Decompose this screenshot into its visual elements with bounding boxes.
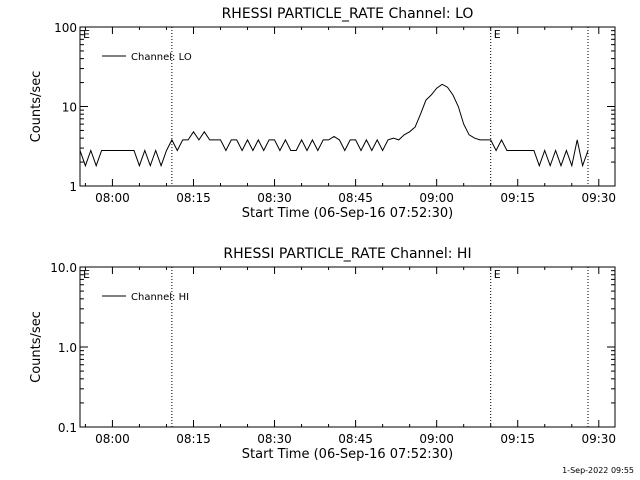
x-axis-label: Start Time (06-Sep-16 07:52:30) xyxy=(242,447,453,462)
x-tick-label: 08:45 xyxy=(338,191,373,205)
x-tick-label: 09:15 xyxy=(500,432,535,446)
y-tick-label: 1.0 xyxy=(58,341,77,355)
x-tick-label: 08:45 xyxy=(338,432,373,446)
y-tick-label: 1 xyxy=(69,180,77,194)
footer-timestamp: 1-Sep-2022 09:55 xyxy=(562,466,634,475)
event-flag-label: E xyxy=(494,28,501,41)
series-line-1 xyxy=(79,83,589,168)
event-flag-label: E xyxy=(494,268,501,281)
chart-title-2: RHESSI PARTICLE_RATE Channel: HI xyxy=(223,246,471,262)
legend-entry: Channel: LO xyxy=(131,52,192,63)
y-axis-label: Counts/sec xyxy=(29,311,44,383)
x-tick-label: 09:00 xyxy=(419,191,454,205)
x-tick-label: 09:15 xyxy=(500,191,535,205)
event-flag-label: E xyxy=(83,28,90,41)
x-tick-label: 08:15 xyxy=(176,432,211,446)
y-tick-label: 100 xyxy=(54,21,77,35)
x-tick-label: 08:00 xyxy=(95,432,130,446)
x-tick-label: 08:30 xyxy=(257,432,292,446)
x-tick-label: 09:30 xyxy=(581,191,616,205)
x-tick-label: 09:30 xyxy=(581,432,616,446)
chart-title-1: RHESSI PARTICLE_RATE Channel: LO xyxy=(222,6,474,22)
y-tick-label: 10 xyxy=(62,101,77,115)
x-tick-label: 08:00 xyxy=(95,191,130,205)
legend-entry: Channel: HI xyxy=(131,292,189,303)
y-axis-label: Counts/sec xyxy=(29,71,44,143)
x-tick-label: 08:15 xyxy=(176,191,211,205)
y-tick-label: 0.1 xyxy=(58,421,77,435)
x-tick-label: 08:30 xyxy=(257,191,292,205)
plot-frame-2 xyxy=(79,266,616,428)
x-tick-label: 09:00 xyxy=(419,432,454,446)
x-axis-label: Start Time (06-Sep-16 07:52:30) xyxy=(242,206,453,221)
y-tick-label: 10.0 xyxy=(50,261,77,275)
event-flag-label: E xyxy=(83,268,90,281)
